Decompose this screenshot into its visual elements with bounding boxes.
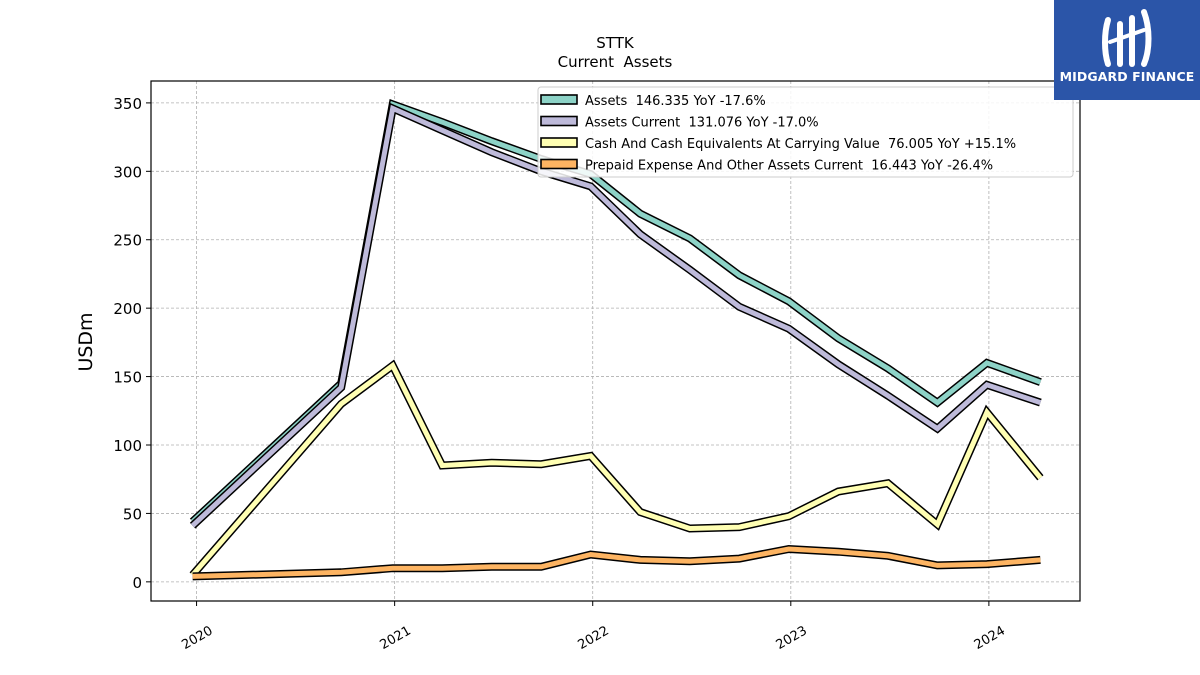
series-line-outline — [189, 359, 1044, 578]
x-tick-label: 2024 — [972, 623, 1008, 653]
chart-subtitle: Current Assets — [558, 53, 673, 71]
midgard-finance-logo: MIDGARD FINANCE — [1054, 0, 1200, 100]
midgard-logo-icon — [1102, 9, 1152, 67]
y-axis-label: USDm — [75, 312, 97, 371]
y-tick-label: 0 — [132, 574, 142, 592]
legend-swatch — [540, 115, 578, 127]
legend-entry: Assets 146.335 YoY -17.6% — [540, 94, 766, 109]
y-tick-label: 250 — [113, 232, 142, 250]
series-line — [189, 98, 1042, 525]
x-tick-label: 2022 — [576, 623, 612, 653]
x-tick-label: 2021 — [377, 623, 413, 653]
legend-label: Assets Current 131.076 YoY -17.0% — [585, 116, 819, 131]
series-line-fill — [190, 104, 1042, 528]
series-line — [189, 102, 1042, 529]
y-tick-label: 200 — [113, 300, 142, 318]
legend-label: Prepaid Expense And Other Assets Current… — [585, 159, 993, 174]
y-tick-label: 350 — [113, 95, 142, 113]
y-tick-label: 100 — [113, 437, 142, 455]
legend: Assets 146.335 YoY -17.6% Assets Current … — [537, 86, 1074, 178]
legend-entry: Assets Current 131.076 YoY -17.0% — [540, 115, 819, 131]
legend-entry: Prepaid Expense And Other Assets Current… — [540, 158, 993, 174]
y-tick-label: 150 — [113, 369, 142, 387]
legend-swatch — [540, 137, 578, 148]
x-tick-label: 2023 — [774, 623, 810, 653]
plot-frame — [150, 80, 1081, 602]
y-tick-label: 50 — [123, 505, 142, 523]
series-line — [192, 544, 1041, 581]
legend-swatch — [540, 94, 578, 105]
legend-entry: Cash And Cash Equivalents At Carrying Va… — [540, 137, 1016, 152]
series-line-fill — [192, 546, 1041, 579]
logo-text: MIDGARD FINANCE — [1059, 69, 1195, 84]
series-lines — [189, 98, 1044, 581]
y-tick-label: 300 — [113, 163, 142, 181]
legend-label: Assets 146.335 YoY -17.6% — [585, 94, 766, 109]
legend-swatch — [540, 158, 578, 170]
series-line — [189, 359, 1044, 578]
chart-title: STTK — [596, 34, 635, 52]
legend-label: Cash And Cash Equivalents At Carrying Va… — [585, 137, 1016, 152]
series-line-fill — [190, 100, 1042, 524]
series-line-fill — [190, 361, 1043, 577]
x-tick-label: 2020 — [179, 623, 215, 653]
legend-box — [537, 86, 1074, 178]
